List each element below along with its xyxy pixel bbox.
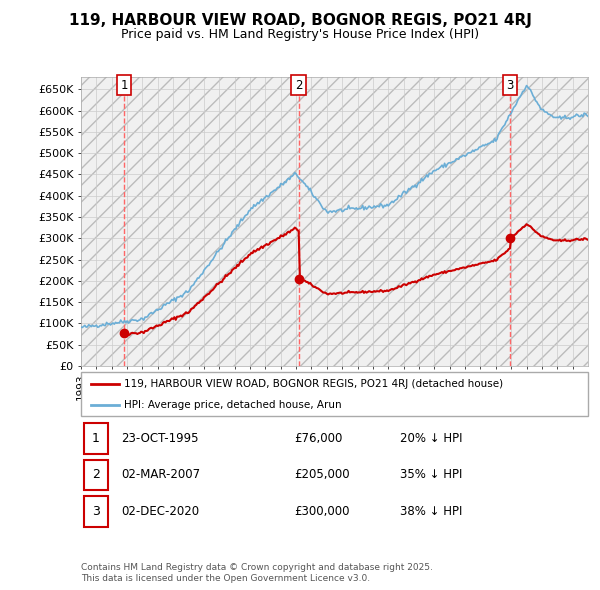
Text: Contains HM Land Registry data © Crown copyright and database right 2025.
This d: Contains HM Land Registry data © Crown c…: [81, 563, 433, 583]
Text: 38% ↓ HPI: 38% ↓ HPI: [400, 505, 463, 518]
Text: 3: 3: [92, 505, 100, 518]
Text: £205,000: £205,000: [294, 468, 350, 481]
Text: 119, HARBOUR VIEW ROAD, BOGNOR REGIS, PO21 4RJ: 119, HARBOUR VIEW ROAD, BOGNOR REGIS, PO…: [68, 13, 532, 28]
Text: 02-MAR-2007: 02-MAR-2007: [122, 468, 200, 481]
FancyBboxPatch shape: [81, 372, 588, 416]
Text: 20% ↓ HPI: 20% ↓ HPI: [400, 432, 463, 445]
Text: 1: 1: [121, 79, 128, 92]
FancyBboxPatch shape: [83, 496, 108, 527]
Text: 119, HARBOUR VIEW ROAD, BOGNOR REGIS, PO21 4RJ (detached house): 119, HARBOUR VIEW ROAD, BOGNOR REGIS, PO…: [124, 379, 503, 389]
Text: 3: 3: [506, 79, 514, 92]
Text: £76,000: £76,000: [294, 432, 343, 445]
Text: 35% ↓ HPI: 35% ↓ HPI: [400, 468, 463, 481]
Text: 02-DEC-2020: 02-DEC-2020: [122, 505, 200, 518]
Text: Price paid vs. HM Land Registry's House Price Index (HPI): Price paid vs. HM Land Registry's House …: [121, 28, 479, 41]
FancyBboxPatch shape: [83, 423, 108, 454]
Text: 2: 2: [295, 79, 302, 92]
FancyBboxPatch shape: [83, 460, 108, 490]
Text: 23-OCT-1995: 23-OCT-1995: [122, 432, 199, 445]
Text: HPI: Average price, detached house, Arun: HPI: Average price, detached house, Arun: [124, 400, 342, 410]
Text: 2: 2: [92, 468, 100, 481]
Text: 1: 1: [92, 432, 100, 445]
Text: £300,000: £300,000: [294, 505, 349, 518]
